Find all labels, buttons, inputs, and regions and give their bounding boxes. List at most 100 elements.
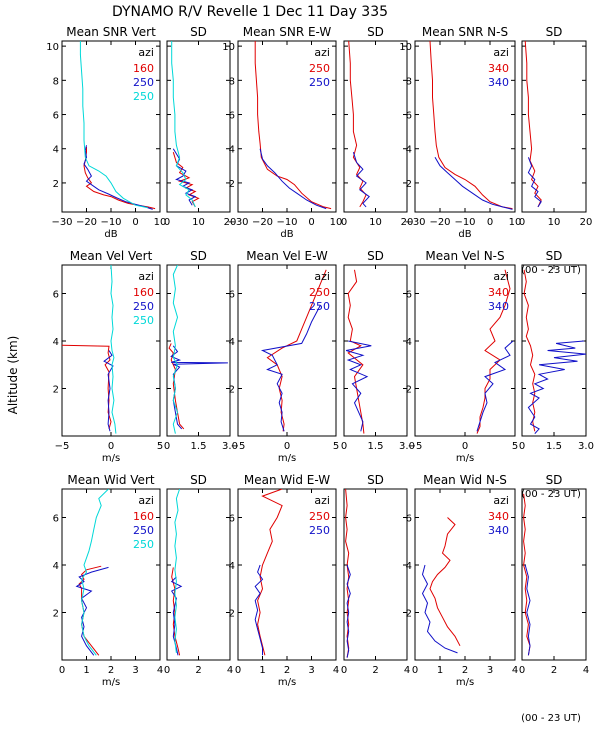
x-tick-label: −5 bbox=[408, 441, 423, 452]
series-line-blue-250 bbox=[260, 305, 321, 432]
series-line-red-250 bbox=[266, 269, 327, 432]
y-tick-label: 4 bbox=[229, 145, 235, 156]
panel-title: SD bbox=[367, 473, 384, 487]
series-line-red-340 bbox=[523, 493, 531, 656]
y-tick-label: 2 bbox=[229, 385, 235, 396]
y-tick-label: 10 bbox=[46, 42, 59, 53]
legend-header: azi bbox=[138, 494, 154, 507]
series-line-cyan-250 bbox=[172, 265, 179, 434]
x-axis-label: m/s bbox=[456, 677, 474, 688]
panel-snr-1: SD 0 10 20 bbox=[164, 25, 237, 228]
x-tick-label: 4 bbox=[404, 665, 410, 676]
x-tick-label: 2 bbox=[108, 665, 114, 676]
x-axis-label: dB bbox=[458, 229, 471, 240]
x-tick-label: 5 bbox=[512, 441, 518, 452]
y-tick-label: 2 bbox=[406, 179, 412, 190]
y-tick-label: 2 bbox=[229, 179, 235, 190]
panel-snr-2: Mean SNR E-W −30 −20 −10 0 10 2 4 6 8 10 dB azi 25025… bbox=[222, 25, 342, 240]
x-tick-label: 1 bbox=[83, 665, 89, 676]
legend-entry-cyan: 250 bbox=[133, 314, 154, 327]
panel-vel-5: SD 0 1.5 3.0 bbox=[519, 249, 594, 452]
y-tick-label: 8 bbox=[406, 76, 412, 87]
panel-vel-1: SD 0 1.5 3.0 bbox=[164, 249, 238, 452]
y-tick-label: 4 bbox=[229, 337, 235, 348]
y-tick-label: 2 bbox=[406, 385, 412, 396]
x-tick-label: 0 bbox=[341, 217, 347, 228]
y-tick-label: 4 bbox=[406, 337, 412, 348]
x-tick-label: 1 bbox=[259, 665, 265, 676]
x-tick-label: −20 bbox=[252, 217, 273, 228]
series-line-blue-340 bbox=[527, 340, 586, 434]
x-tick-label: 1.5 bbox=[368, 441, 384, 452]
panel-snr-3: SD 0 10 20 bbox=[341, 25, 414, 228]
x-tick-label: 20 bbox=[580, 217, 593, 228]
y-tick-label: 8 bbox=[53, 76, 59, 87]
legend-header: azi bbox=[314, 46, 330, 59]
legend-header: azi bbox=[314, 494, 330, 507]
y-tick-label: 2 bbox=[53, 385, 59, 396]
series-line-blue-340 bbox=[421, 564, 458, 654]
y-tick-label: 6 bbox=[229, 111, 235, 122]
series-line-blue-250 bbox=[346, 564, 351, 658]
x-tick-label: 0 bbox=[164, 217, 170, 228]
series-line-red-160 bbox=[168, 343, 185, 430]
panel-snr-4: Mean SNR N-S −30 −20 −10 0 10 2 4 6 8 10 dB azi 34034… bbox=[399, 25, 521, 240]
x-axis-label: m/s bbox=[102, 453, 120, 464]
series-line-red-340 bbox=[476, 269, 511, 434]
y-tick-label: 6 bbox=[53, 514, 59, 525]
time-note-row-3: (00 - 23 UT) bbox=[521, 713, 581, 724]
x-tick-label: −5 bbox=[231, 441, 246, 452]
panel-title: SD bbox=[367, 249, 384, 263]
legend-entry-cyan: 250 bbox=[133, 90, 154, 103]
y-tick-label: 2 bbox=[53, 179, 59, 190]
y-tick-label: 6 bbox=[53, 290, 59, 301]
time-note-row-2: (00 - 23 UT) bbox=[521, 489, 581, 500]
legend-entry-blue: 250 bbox=[133, 524, 154, 537]
x-tick-label: −10 bbox=[276, 217, 297, 228]
legend-entry-cyan: 250 bbox=[133, 538, 154, 551]
x-tick-label: 3 bbox=[308, 665, 314, 676]
series-line-red-250 bbox=[345, 489, 350, 658]
panel-vel-3: SD 0 1.5 3.0 bbox=[341, 249, 415, 452]
x-tick-label: 20 bbox=[224, 217, 237, 228]
y-tick-label: 6 bbox=[406, 111, 412, 122]
y-tick-label: 4 bbox=[53, 337, 59, 348]
x-axis-label: dB bbox=[280, 229, 293, 240]
x-tick-label: 2 bbox=[551, 665, 557, 676]
panel-title: Mean SNR E-W bbox=[243, 25, 332, 39]
x-tick-label: 10 bbox=[548, 217, 561, 228]
panel-title: SD bbox=[546, 249, 563, 263]
legend-entry-red: 250 bbox=[309, 286, 330, 299]
y-tick-label: 2 bbox=[229, 609, 235, 620]
y-axis-title: Altitude (km) bbox=[6, 336, 20, 415]
x-tick-label: 0 bbox=[487, 217, 493, 228]
series-line-blue-340 bbox=[434, 157, 513, 210]
x-tick-label: 0 bbox=[519, 217, 525, 228]
x-tick-label: 1 bbox=[437, 665, 443, 676]
series-line-red-250 bbox=[254, 41, 332, 210]
y-tick-label: 6 bbox=[229, 290, 235, 301]
legend-entry-red: 160 bbox=[133, 510, 154, 523]
panel-title: SD bbox=[546, 25, 563, 39]
legend-header: azi bbox=[138, 270, 154, 283]
x-tick-label: −20 bbox=[76, 217, 97, 228]
x-tick-label: 0 bbox=[519, 665, 525, 676]
x-tick-label: 10 bbox=[154, 217, 167, 228]
legend-header: azi bbox=[493, 46, 509, 59]
x-tick-label: −5 bbox=[55, 441, 70, 452]
x-tick-label: 4 bbox=[157, 665, 163, 676]
series-line-blue-250 bbox=[352, 152, 370, 208]
series-line-red-250 bbox=[257, 489, 283, 656]
x-tick-label: 2 bbox=[462, 665, 468, 676]
legend-header: azi bbox=[138, 46, 154, 59]
series-line-blue-340 bbox=[476, 340, 514, 432]
legend-entry-blue: 250 bbox=[309, 300, 330, 313]
legend-entry-red: 250 bbox=[309, 510, 330, 523]
x-tick-label: 3.0 bbox=[222, 441, 238, 452]
panel-title: Mean Vel Vert bbox=[70, 249, 153, 263]
